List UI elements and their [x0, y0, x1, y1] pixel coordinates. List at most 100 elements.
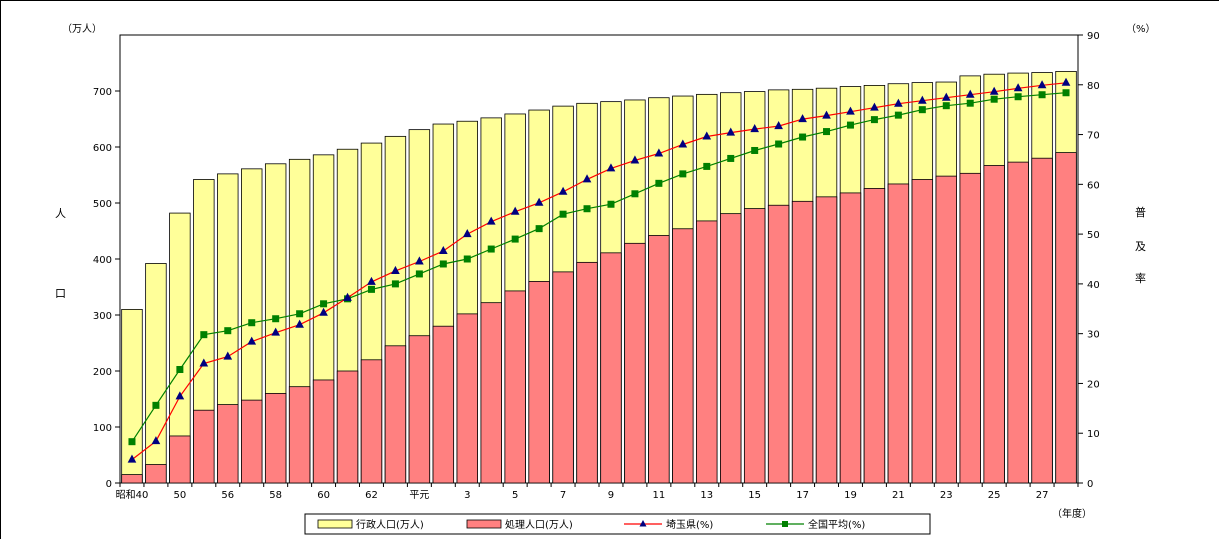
y-right-tick-label: 50 [1087, 230, 1100, 241]
point-saitama [175, 391, 185, 400]
bar-treated-population [743, 208, 766, 484]
point-national-average [152, 401, 160, 409]
point-saitama [822, 110, 831, 119]
y-left-tick-label: 0 [106, 479, 112, 490]
point-national-average [176, 366, 184, 374]
point-saitama [534, 197, 544, 206]
x-tick-label: 9 [608, 490, 614, 501]
point-saitama [989, 86, 999, 95]
bar-treated-population [696, 220, 718, 484]
point-national-average [655, 179, 663, 187]
point-national-average [703, 162, 711, 170]
x-tick-label: 27 [1036, 490, 1049, 501]
point-national-average [320, 300, 328, 308]
point-national-average [751, 146, 759, 154]
bar-treated-population [217, 404, 239, 484]
point-saitama [941, 92, 951, 101]
point-saitama [965, 89, 975, 98]
point-saitama [367, 276, 376, 285]
legend-marker-national-average [782, 521, 788, 527]
bar-treated-population [145, 464, 167, 484]
point-saitama [199, 358, 209, 367]
point-national-average [775, 140, 783, 148]
bar-treated-population [1055, 152, 1077, 484]
point-saitama [1061, 77, 1071, 86]
x-unit: （年度） [1052, 507, 1092, 520]
bar-treated-population [576, 261, 598, 484]
bar-treated-population [456, 313, 478, 484]
bar-treated-population [408, 335, 431, 484]
point-saitama [654, 148, 664, 157]
bar-treated-population [288, 386, 311, 484]
point-saitama [319, 307, 328, 316]
point-saitama [391, 265, 400, 274]
point-saitama [295, 319, 304, 328]
bar-treated-population [312, 379, 335, 484]
bar-treated-population [552, 271, 574, 484]
bar-treated-population [504, 290, 526, 484]
point-national-average [439, 260, 447, 268]
point-national-average [799, 133, 807, 141]
point-saitama [247, 336, 257, 345]
y-right-tick-label: 60 [1087, 180, 1100, 191]
point-saitama [151, 436, 161, 445]
x-tick-label: 3 [464, 490, 470, 501]
y-right-tick-label: 70 [1087, 131, 1100, 142]
point-national-average [535, 225, 543, 233]
point-saitama [462, 229, 472, 238]
legend-box [304, 513, 931, 535]
point-saitama [415, 256, 424, 265]
bar-treated-population [624, 242, 646, 484]
point-saitama [870, 102, 879, 111]
point-national-average [1062, 89, 1070, 97]
point-saitama [894, 98, 903, 107]
legend-label-national-average: 全国平均(%) [808, 518, 865, 531]
legend-swatch-treated-population [466, 519, 502, 529]
x-tick-label: 56 [221, 490, 234, 501]
bar-treated-population [863, 188, 886, 484]
point-national-average [870, 116, 878, 124]
line-saitama [131, 82, 1067, 461]
bar-treated-population [169, 435, 191, 484]
point-saitama [1037, 80, 1047, 89]
point-national-average [966, 99, 974, 107]
bar-group [121, 71, 1077, 484]
y-right-title-char: 普 [1135, 205, 1146, 219]
y-right-tick-label: 40 [1087, 280, 1100, 291]
point-national-average [990, 95, 998, 103]
point-national-average [415, 270, 423, 278]
bar-treated-population [935, 175, 957, 484]
point-national-average [894, 111, 902, 119]
x-tick-label: 21 [892, 490, 905, 501]
point-national-average [463, 255, 471, 263]
point-national-average [128, 438, 136, 446]
bar-treated-population [360, 359, 383, 484]
y-left-tick-label: 300 [93, 311, 112, 322]
bar-treated-population [241, 399, 263, 484]
x-tick-label: 60 [317, 490, 330, 501]
bar-treated-population [767, 204, 790, 484]
point-saitama [678, 139, 688, 148]
point-national-average [511, 235, 519, 243]
point-national-average [679, 170, 687, 178]
y-left-tick-label: 500 [93, 199, 112, 210]
point-national-average [631, 190, 639, 198]
y-left-tick-label: 400 [93, 255, 112, 266]
point-saitama [917, 95, 927, 104]
x-tick-label: 7 [560, 490, 566, 501]
point-national-average [559, 210, 567, 218]
bar-treated-population [815, 196, 838, 484]
y-left-tick-label: 200 [93, 367, 112, 378]
y-right-title-char: 及 [1135, 240, 1146, 253]
x-tick-label: 25 [988, 490, 1001, 501]
y-right-unit: （%） [1126, 23, 1156, 35]
point-national-average [487, 245, 495, 253]
point-national-average [272, 315, 280, 323]
point-saitama [750, 124, 760, 133]
bar-treated-population [648, 235, 670, 484]
point-saitama [558, 186, 568, 195]
x-tick-label: 17 [796, 490, 809, 501]
x-tick-label: 平元 [409, 490, 429, 501]
y-right-tick-label: 10 [1087, 429, 1100, 440]
y-left-unit: （万人） [62, 23, 102, 35]
